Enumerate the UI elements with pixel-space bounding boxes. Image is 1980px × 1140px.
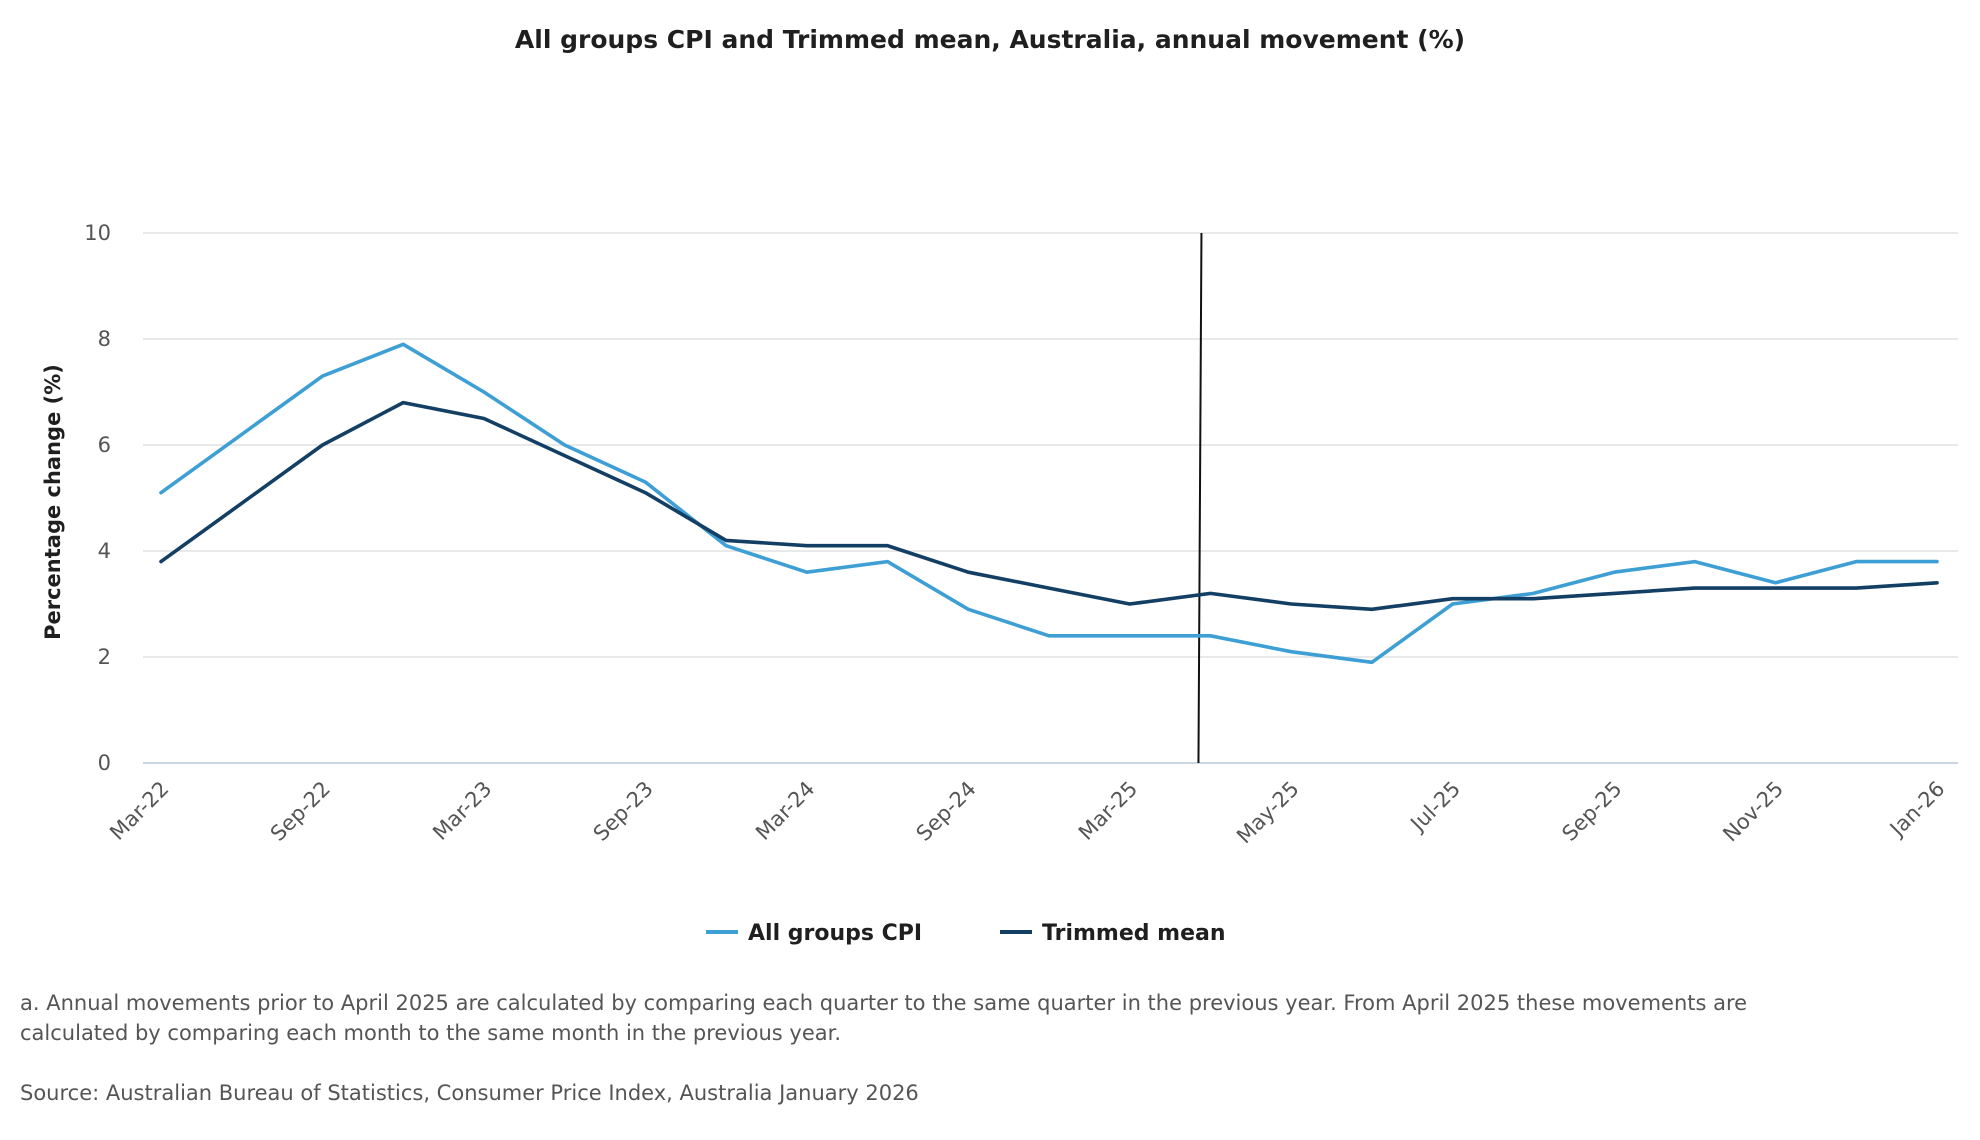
y-tick-label: 6 <box>98 433 111 457</box>
footnote-methodology: a. Annual movements prior to April 2025 … <box>20 991 1748 1045</box>
y-tick-label: 2 <box>98 645 111 669</box>
series-line-trimmed-mean <box>159 400 1939 612</box>
legend-label-all-groups-cpi: All groups CPI <box>748 921 922 946</box>
series <box>159 342 1939 665</box>
x-tick-label: Mar-22 <box>105 777 173 845</box>
legend: All groups CPI Trimmed mean <box>706 921 1226 946</box>
legend-label-trimmed-mean: Trimmed mean <box>1042 921 1226 946</box>
y-tick-label: 10 <box>84 221 111 245</box>
annotations <box>1197 232 1203 764</box>
x-tick-label: Nov-25 <box>1718 777 1788 847</box>
x-tick-label: May-25 <box>1232 777 1304 849</box>
grid <box>143 232 1958 764</box>
x-tick-label: Sep-24 <box>912 777 981 846</box>
series-line-all-groups-cpi <box>159 342 1939 665</box>
reference-line <box>1197 232 1203 764</box>
x-tick-label: Mar-25 <box>1074 777 1142 845</box>
y-axis-label: Percentage change (%) <box>41 364 65 640</box>
chart-title: All groups CPI and Trimmed mean, Austral… <box>515 25 1465 54</box>
x-tick-label: Mar-24 <box>751 777 819 845</box>
y-axis-ticks: 0 2 4 6 8 10 <box>84 221 111 775</box>
x-tick-label: Sep-22 <box>266 777 335 846</box>
y-tick-label: 4 <box>98 539 111 563</box>
source-note: Source: Australian Bureau of Statistics,… <box>20 1081 919 1105</box>
x-tick-label: Sep-23 <box>589 777 658 846</box>
x-axis-ticks: Mar-22 Sep-22 Mar-23 Sep-23 Mar-24 Sep-24 Mar-… <box>105 777 1949 849</box>
x-tick-label: Sep-25 <box>1557 777 1626 846</box>
y-tick-label: 8 <box>98 327 111 351</box>
x-tick-label: Jan-26 <box>1884 777 1950 843</box>
x-tick-label: Jul-25 <box>1405 777 1466 838</box>
x-tick-label: Mar-23 <box>428 777 496 845</box>
y-tick-label: 0 <box>98 751 111 775</box>
